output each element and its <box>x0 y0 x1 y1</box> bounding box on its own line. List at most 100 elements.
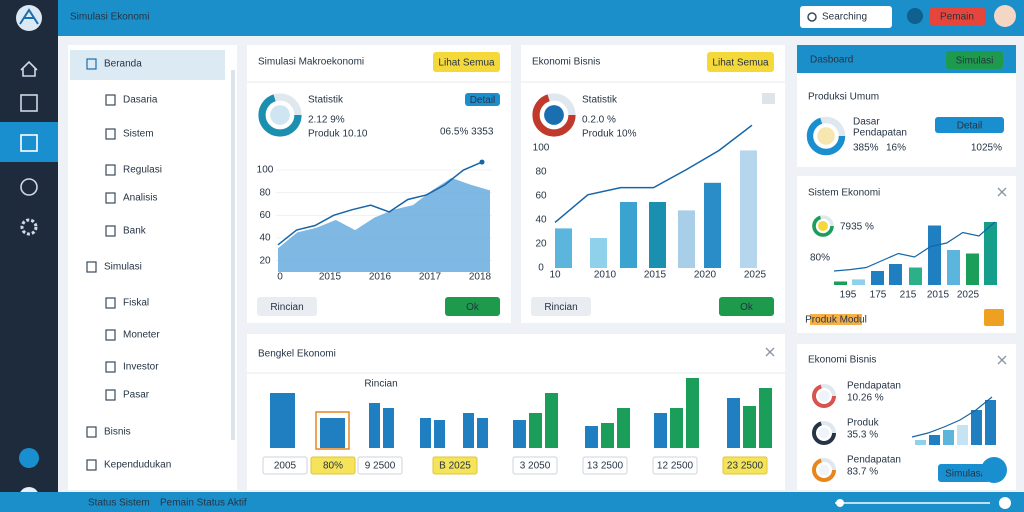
ok-button[interactable] <box>719 297 774 316</box>
menu-icon <box>105 164 116 176</box>
sidebar <box>68 45 237 490</box>
bar <box>966 253 979 285</box>
menu-item[interactable]: Simulasi <box>104 262 142 273</box>
menu-item[interactable]: Analisis <box>123 193 157 204</box>
menu-icon <box>86 459 97 471</box>
footer-icon[interactable] <box>999 497 1011 509</box>
chat-icon[interactable] <box>20 178 38 196</box>
rail-button[interactable] <box>19 448 39 468</box>
chat-button[interactable] <box>981 457 1007 483</box>
menu-icon <box>105 94 116 106</box>
bar <box>957 425 968 445</box>
y-tick-label: 0 <box>538 263 544 274</box>
note-box <box>810 314 862 325</box>
bar <box>743 406 756 448</box>
stat-value: 83.7 % <box>847 467 878 478</box>
menu-icon <box>105 192 116 204</box>
group-label: 12 2500 <box>657 461 694 472</box>
simulate-button[interactable] <box>946 51 1003 69</box>
group-label: 23 2500 <box>727 461 764 472</box>
stat-sub: Produk 10.10 <box>308 129 368 140</box>
bar <box>383 408 394 448</box>
close-icon[interactable] <box>762 93 775 104</box>
view-all-button-label: Lihat Semua <box>712 58 769 69</box>
menu-item[interactable]: Pasar <box>123 390 150 401</box>
detail-button[interactable] <box>257 297 317 316</box>
progress-knob[interactable] <box>836 499 844 507</box>
label-box <box>432 456 478 475</box>
menu-item[interactable]: Bank <box>123 226 147 237</box>
ok-button[interactable] <box>445 297 500 316</box>
group-label: 13 2500 <box>587 461 624 472</box>
menu-icon <box>86 426 97 438</box>
y-tick-label: 20 <box>259 255 271 266</box>
menu-item[interactable]: Sistem <box>123 129 154 140</box>
panel-title: Bengkel Ekonomi <box>258 349 336 360</box>
menu-item[interactable]: Beranda <box>104 59 142 70</box>
menu-icon <box>105 329 116 341</box>
menu-icon <box>105 361 116 373</box>
stat-sub: Produk 10% <box>582 129 637 140</box>
y-tick-label: 60 <box>535 191 547 202</box>
x-tick-label: 175 <box>870 290 887 301</box>
x-tick-label: 2015 <box>319 272 342 283</box>
avatar[interactable] <box>994 5 1016 27</box>
bar <box>477 418 488 448</box>
stat-value: 2.12 9% <box>308 115 345 126</box>
stat-value: 0.2.0 % <box>582 115 616 126</box>
chart-icon[interactable] <box>20 134 38 152</box>
menu-item[interactable]: Investor <box>123 362 159 373</box>
menu-item[interactable]: Kependudukan <box>104 460 171 471</box>
bar <box>369 403 380 448</box>
donut-center <box>817 127 835 145</box>
donut-center <box>818 464 830 476</box>
bar <box>270 393 295 448</box>
grid-icon[interactable] <box>20 94 38 112</box>
menu-item[interactable]: Bisnis <box>104 427 131 438</box>
y-tick-label: 40 <box>259 233 271 244</box>
menu-item[interactable]: Moneter <box>123 330 160 341</box>
menu-item[interactable]: Regulasi <box>123 165 162 176</box>
x-tick-label: 2025 <box>957 290 980 301</box>
group-label: 80% <box>323 461 343 472</box>
y-tick-label: 40 <box>535 215 547 226</box>
stat-right: 1025% <box>971 143 1002 154</box>
label-box <box>357 456 403 475</box>
label-box <box>582 456 628 475</box>
bar <box>434 420 445 448</box>
line <box>911 396 993 438</box>
bar <box>915 440 926 445</box>
bar <box>928 225 941 285</box>
bar <box>585 426 598 448</box>
menu-item[interactable]: Fiskal <box>123 298 149 309</box>
menu-item[interactable]: Dasaria <box>123 95 158 106</box>
bar <box>759 388 772 448</box>
search-box[interactable] <box>800 6 892 28</box>
column-header: Rincian <box>364 379 397 390</box>
donut-segment <box>812 384 836 408</box>
label-box <box>262 456 308 475</box>
detail-button[interactable] <box>531 297 591 316</box>
detail-pill[interactable] <box>465 93 500 106</box>
close-icon[interactable] <box>997 187 1007 197</box>
panel-header: Dasboard <box>810 55 853 66</box>
group-label: 3 2050 <box>520 461 551 472</box>
notify-icon[interactable] <box>907 8 923 24</box>
note: Produk Modul <box>805 315 867 326</box>
action-button[interactable] <box>984 309 1004 326</box>
close-icon[interactable] <box>997 355 1007 365</box>
view-all-button[interactable] <box>707 52 774 72</box>
stat-label: Statistik <box>582 95 618 106</box>
player-button[interactable] <box>930 7 985 26</box>
bar <box>740 150 757 268</box>
ok-button-label: Ok <box>466 302 480 313</box>
close-icon[interactable] <box>765 347 775 357</box>
view-all-button[interactable] <box>433 52 500 72</box>
detail-pill[interactable] <box>935 117 1004 133</box>
area <box>278 177 490 272</box>
simulate-button[interactable] <box>938 464 990 482</box>
line <box>554 124 753 223</box>
settings-icon[interactable] <box>20 218 38 236</box>
x-tick-label: 2020 <box>694 270 717 281</box>
home-icon[interactable] <box>20 60 38 77</box>
